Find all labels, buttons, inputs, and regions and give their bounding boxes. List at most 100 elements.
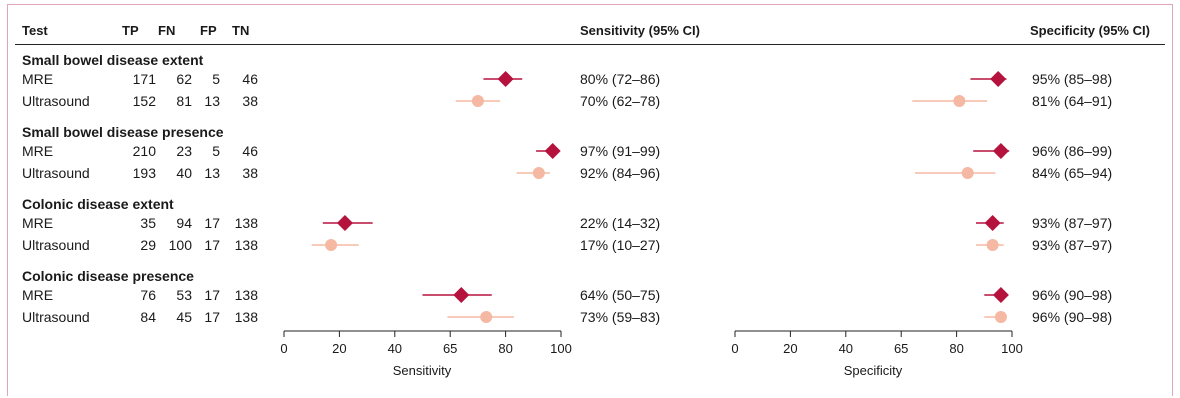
cell-tn: 46 bbox=[242, 71, 258, 87]
cell-tp: 29 bbox=[140, 237, 156, 253]
cell-fp: 5 bbox=[212, 71, 220, 87]
cell-sensitivity: 80% (72–86) bbox=[580, 71, 661, 87]
header-specificity: Specificity (95% CI) bbox=[1030, 23, 1150, 38]
point-estimate-diamond bbox=[990, 71, 1007, 87]
x-tick-label: 100 bbox=[1001, 341, 1023, 356]
cell-tn: 138 bbox=[234, 237, 258, 253]
cell-test: Ultrasound bbox=[22, 165, 90, 181]
cell-tn: 138 bbox=[234, 287, 258, 303]
point-estimate-diamond bbox=[544, 143, 561, 159]
x-axis-label: Specificity bbox=[844, 363, 903, 378]
cell-sensitivity: 73% (59–83) bbox=[580, 309, 661, 325]
cell-tp: 171 bbox=[132, 71, 156, 87]
point-estimate-circle bbox=[480, 311, 493, 323]
x-tick-label: 80 bbox=[949, 341, 963, 356]
header-tn: TN bbox=[232, 23, 250, 38]
cell-sensitivity: 64% (50–75) bbox=[580, 287, 661, 303]
cell-fn: 100 bbox=[168, 237, 192, 253]
point-estimate-diamond bbox=[336, 215, 353, 231]
point-estimate-circle bbox=[953, 95, 966, 107]
point-estimate-circle bbox=[471, 95, 484, 107]
cell-test: MRE bbox=[22, 215, 54, 231]
cell-test: Ultrasound bbox=[22, 309, 90, 325]
x-tick-label: 40 bbox=[388, 341, 402, 356]
cell-tn: 38 bbox=[242, 93, 258, 109]
group-title: Colonic disease presence bbox=[22, 268, 194, 284]
cell-tp: 84 bbox=[140, 309, 156, 325]
header-test: Test bbox=[22, 23, 48, 38]
point-estimate-diamond bbox=[992, 287, 1009, 303]
x-tick-label: 0 bbox=[731, 341, 738, 356]
cell-fp: 17 bbox=[204, 287, 220, 303]
header-tp: TP bbox=[122, 23, 139, 38]
point-estimate-diamond bbox=[992, 143, 1009, 159]
cell-specificity: 96% (90–98) bbox=[1032, 309, 1113, 325]
cell-tp: 35 bbox=[140, 215, 156, 231]
x-tick-label: 20 bbox=[783, 341, 797, 356]
cell-fn: 53 bbox=[176, 287, 192, 303]
cell-fp: 17 bbox=[204, 215, 220, 231]
cell-test: Ultrasound bbox=[22, 93, 90, 109]
point-estimate-diamond bbox=[497, 71, 514, 87]
point-estimate-circle bbox=[994, 311, 1007, 323]
cell-fp: 17 bbox=[204, 237, 220, 253]
group-title: Small bowel disease extent bbox=[22, 52, 204, 68]
header-sensitivity: Sensitivity (95% CI) bbox=[580, 23, 700, 38]
x-tick-label: 80 bbox=[498, 341, 512, 356]
cell-tn: 138 bbox=[234, 309, 258, 325]
cell-fn: 81 bbox=[176, 93, 192, 109]
x-tick-label: 65 bbox=[894, 341, 908, 356]
header-fp: FP bbox=[200, 23, 217, 38]
x-axis-label: Sensitivity bbox=[393, 363, 452, 378]
cell-sensitivity: 70% (62–78) bbox=[580, 93, 661, 109]
point-estimate-circle bbox=[961, 167, 974, 179]
cell-test: MRE bbox=[22, 287, 54, 303]
cell-test: MRE bbox=[22, 71, 54, 87]
cell-specificity: 81% (64–91) bbox=[1032, 93, 1113, 109]
cell-fn: 45 bbox=[176, 309, 192, 325]
x-tick-label: 0 bbox=[280, 341, 287, 356]
cell-test: Ultrasound bbox=[22, 237, 90, 253]
cell-fp: 17 bbox=[204, 309, 220, 325]
group-title: Small bowel disease presence bbox=[22, 124, 224, 140]
cell-tp: 210 bbox=[132, 143, 156, 159]
point-estimate-diamond bbox=[453, 287, 470, 303]
point-estimate-circle bbox=[325, 239, 338, 251]
cell-specificity: 93% (87–97) bbox=[1032, 237, 1113, 253]
point-estimate-circle bbox=[986, 239, 999, 251]
cell-fp: 13 bbox=[204, 165, 220, 181]
x-tick-label: 65 bbox=[443, 341, 457, 356]
cell-specificity: 84% (65–94) bbox=[1032, 165, 1113, 181]
cell-test: MRE bbox=[22, 143, 54, 159]
cell-sensitivity: 97% (91–99) bbox=[580, 143, 661, 159]
point-estimate-circle bbox=[532, 167, 545, 179]
group-title: Colonic disease extent bbox=[22, 196, 174, 212]
header-rule bbox=[15, 44, 1165, 45]
cell-tp: 152 bbox=[132, 93, 156, 109]
cell-sensitivity: 17% (10–27) bbox=[580, 237, 661, 253]
x-tick-label: 100 bbox=[550, 341, 572, 356]
cell-fp: 13 bbox=[204, 93, 220, 109]
cell-sensitivity: 92% (84–96) bbox=[580, 165, 661, 181]
cell-specificity: 96% (90–98) bbox=[1032, 287, 1113, 303]
cell-fn: 40 bbox=[176, 165, 192, 181]
cell-fn: 23 bbox=[176, 143, 192, 159]
cell-tp: 76 bbox=[140, 287, 156, 303]
cell-sensitivity: 22% (14–32) bbox=[580, 215, 661, 231]
cell-tn: 138 bbox=[234, 215, 258, 231]
cell-fn: 94 bbox=[176, 215, 192, 231]
cell-tp: 193 bbox=[132, 165, 156, 181]
point-estimate-diamond bbox=[984, 215, 1001, 231]
x-tick-label: 40 bbox=[839, 341, 853, 356]
cell-specificity: 93% (87–97) bbox=[1032, 215, 1113, 231]
cell-specificity: 96% (86–99) bbox=[1032, 143, 1113, 159]
cell-tn: 46 bbox=[242, 143, 258, 159]
cell-specificity: 95% (85–98) bbox=[1032, 71, 1113, 87]
figure-frame bbox=[7, 4, 1173, 396]
cell-tn: 38 bbox=[242, 165, 258, 181]
cell-fp: 5 bbox=[212, 143, 220, 159]
header-fn: FN bbox=[158, 23, 176, 38]
cell-fn: 62 bbox=[176, 71, 192, 87]
x-tick-label: 20 bbox=[332, 341, 346, 356]
